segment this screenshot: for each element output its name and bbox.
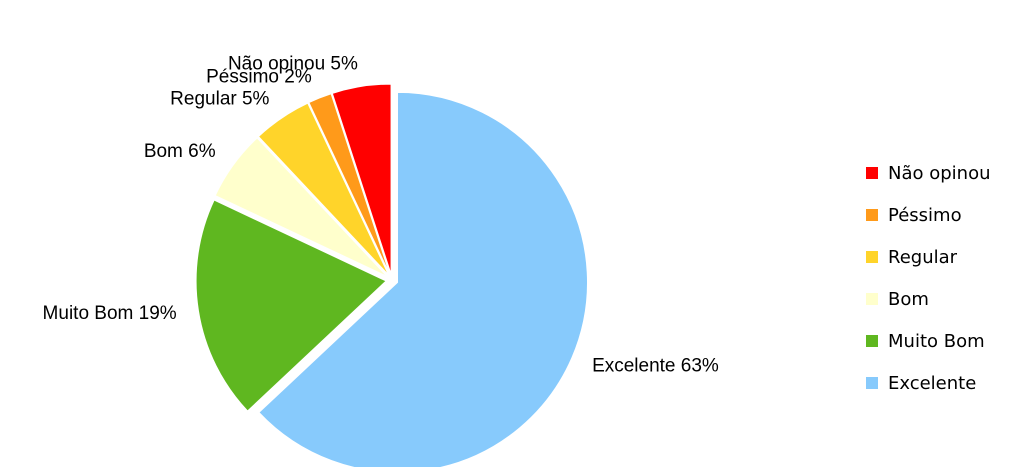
legend-label: Regular bbox=[888, 247, 958, 268]
legend-swatch bbox=[866, 335, 878, 347]
legend-swatch bbox=[866, 251, 878, 263]
pie-slice bbox=[331, 83, 392, 275]
legend-label: Muito Bom bbox=[888, 331, 985, 352]
legend-swatch bbox=[866, 377, 878, 389]
legend-swatch bbox=[866, 167, 878, 179]
legend-label: Excelente bbox=[888, 373, 976, 394]
data-label: Péssimo 2% bbox=[206, 66, 312, 87]
legend-label: Bom bbox=[888, 289, 929, 310]
pie-slice bbox=[308, 93, 391, 275]
legend-label: Não opinou bbox=[888, 163, 991, 184]
data-label: Bom 6% bbox=[144, 141, 216, 162]
pie-slice bbox=[195, 199, 387, 412]
data-label: Muito Bom 19% bbox=[43, 303, 177, 324]
data-label: Regular 5% bbox=[170, 89, 269, 110]
pie-slice bbox=[257, 102, 390, 276]
pie-slice bbox=[214, 137, 388, 277]
legend-swatch bbox=[866, 209, 878, 221]
data-label: Excelente 63% bbox=[592, 356, 719, 377]
data-label: Não opinou 5% bbox=[228, 54, 358, 75]
legend-swatch bbox=[866, 293, 878, 305]
legend-label: Péssimo bbox=[888, 205, 962, 226]
